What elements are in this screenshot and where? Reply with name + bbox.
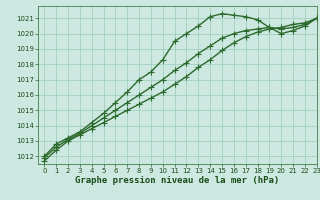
X-axis label: Graphe pression niveau de la mer (hPa): Graphe pression niveau de la mer (hPa): [76, 176, 280, 185]
